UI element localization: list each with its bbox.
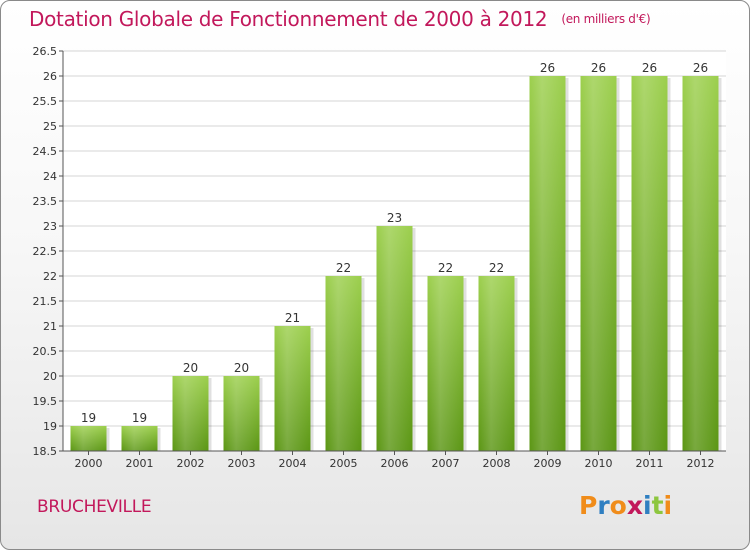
chart-title: Dotation Globale de Fonctionnement de 20…	[29, 7, 651, 31]
bar-highlight	[631, 76, 668, 451]
y-tick-label: 21	[43, 320, 57, 333]
x-tick-label: 2009	[534, 457, 562, 470]
y-tick-label: 21.5	[33, 295, 58, 308]
y-tick-label: 25.5	[33, 95, 58, 108]
data-label: 23	[387, 211, 402, 225]
data-label: 19	[132, 411, 147, 425]
y-tick-label: 22	[43, 270, 57, 283]
logo-letter: i	[643, 491, 652, 520]
commune-name: BRUCHEVILLE	[37, 497, 152, 517]
data-label: 26	[693, 61, 708, 75]
logo-letter: t	[651, 491, 664, 520]
data-label: 22	[438, 261, 453, 275]
y-tick-label: 19	[43, 420, 57, 433]
bar-highlight	[478, 276, 515, 451]
bar-highlight	[223, 376, 260, 451]
y-tick-label: 26	[43, 70, 57, 83]
x-tick-label: 2007	[432, 457, 460, 470]
y-tick-label: 24	[43, 170, 57, 183]
proxiti-logo[interactable]: Proxiti	[579, 491, 672, 520]
x-tick-label: 2011	[636, 457, 664, 470]
data-label: 21	[285, 311, 300, 325]
y-tick-label: 18.5	[33, 445, 58, 458]
y-tick-label: 23	[43, 220, 57, 233]
logo-letter: r	[597, 491, 610, 520]
bar-highlight	[121, 426, 158, 451]
y-tick-label: 26.5	[33, 45, 58, 58]
bar-highlight	[325, 276, 362, 451]
bar-highlight	[172, 376, 209, 451]
y-tick-label: 20	[43, 370, 57, 383]
x-tick-label: 2005	[330, 457, 358, 470]
y-tick-label: 23.5	[33, 195, 58, 208]
x-tick-label: 2000	[75, 457, 103, 470]
y-tick-label: 19.5	[33, 395, 58, 408]
data-label: 19	[81, 411, 96, 425]
logo-letter: P	[579, 491, 598, 520]
chart-title-text: Dotation Globale de Fonctionnement de 20…	[29, 7, 548, 31]
x-tick-label: 2006	[381, 457, 409, 470]
data-label: 26	[642, 61, 657, 75]
chart-unit: (en milliers d'€)	[561, 12, 651, 26]
y-tick-label: 25	[43, 120, 57, 133]
bar-highlight	[427, 276, 464, 451]
data-label: 22	[489, 261, 504, 275]
data-label: 26	[540, 61, 555, 75]
data-label: 22	[336, 261, 351, 275]
y-tick-label: 22.5	[33, 245, 58, 258]
bar-highlight	[274, 326, 311, 451]
x-tick-label: 2003	[228, 457, 256, 470]
x-tick-label: 2002	[177, 457, 205, 470]
bar-highlight	[529, 76, 566, 451]
x-tick-label: 2010	[585, 457, 613, 470]
data-label: 20	[234, 361, 249, 375]
x-tick-label: 2012	[687, 457, 715, 470]
bar-highlight	[682, 76, 719, 451]
y-tick-label: 20.5	[33, 345, 58, 358]
x-tick-label: 2001	[126, 457, 154, 470]
logo-letter: o	[609, 491, 627, 520]
data-label: 26	[591, 61, 606, 75]
bar-highlight	[376, 226, 413, 451]
bar-highlight	[70, 426, 107, 451]
logo-letter: i	[663, 491, 673, 520]
x-tick-label: 2004	[279, 457, 307, 470]
y-tick-label: 24.5	[33, 145, 58, 158]
x-tick-label: 2008	[483, 457, 511, 470]
logo-letter: x	[626, 491, 643, 520]
bar-highlight	[580, 76, 617, 451]
data-label: 20	[183, 361, 198, 375]
